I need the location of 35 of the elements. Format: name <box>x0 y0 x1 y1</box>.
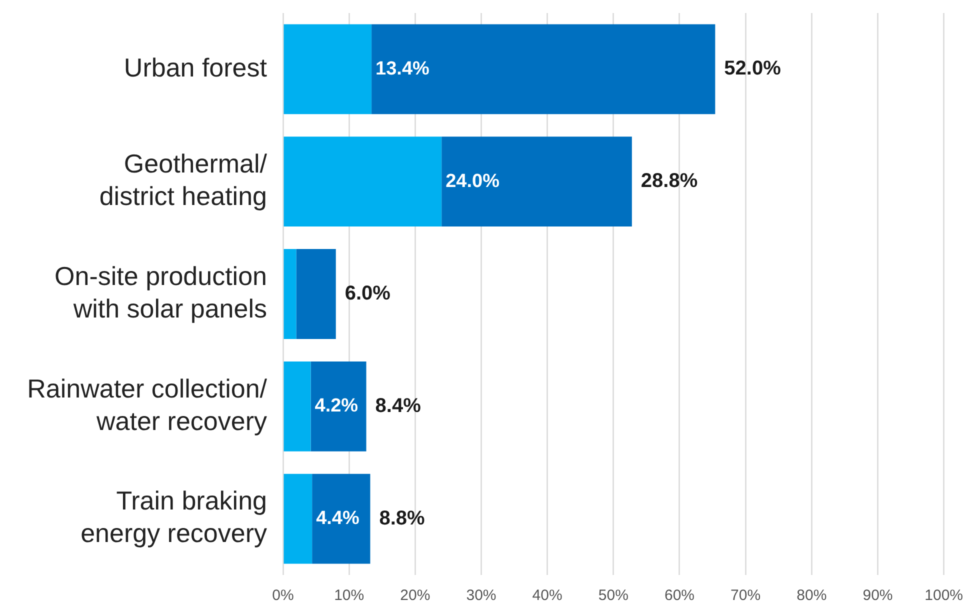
bar <box>284 249 296 339</box>
bar <box>312 474 370 564</box>
bar <box>296 249 336 339</box>
bar <box>284 24 372 114</box>
data-label: 28.8% <box>640 170 698 192</box>
x-tick-label: 0% <box>272 587 294 604</box>
x-tick-label: 10% <box>334 587 364 604</box>
x-tick-label: 80% <box>796 587 827 604</box>
y-tick-label: Urban forest <box>124 52 268 82</box>
data-label: 4.4% <box>316 508 360 530</box>
x-tick-label: 70% <box>730 587 761 604</box>
y-tick-label: Geothermal/ district heating <box>99 148 268 212</box>
data-label: 6.0% <box>344 282 391 305</box>
data-label: 8.8% <box>379 507 426 530</box>
y-tick-label: On-site production with solar panels <box>54 260 267 324</box>
bar <box>442 136 632 227</box>
x-tick-label: 90% <box>862 587 893 604</box>
x-tick-label: 40% <box>532 587 562 604</box>
bar <box>284 361 311 452</box>
bar <box>284 136 442 227</box>
bar <box>310 361 366 452</box>
x-tick-label: 60% <box>664 587 695 604</box>
data-label: 8.4% <box>375 394 422 417</box>
bar <box>284 474 312 564</box>
x-tick-label: 30% <box>466 587 496 604</box>
bar <box>372 24 716 114</box>
x-tick-label: 100% <box>924 587 964 604</box>
data-label: 24.0% <box>446 170 500 192</box>
y-tick-label: Rainwater collection/ water recovery <box>27 373 268 436</box>
data-label: 4.2% <box>314 396 358 417</box>
y-tick-label: Train braking energy recovery <box>80 486 267 548</box>
x-tick-label: 50% <box>598 587 628 604</box>
x-tick-label: 20% <box>400 587 430 604</box>
data-label: 13.4% <box>376 58 430 80</box>
data-label: 52.0% <box>724 58 782 80</box>
